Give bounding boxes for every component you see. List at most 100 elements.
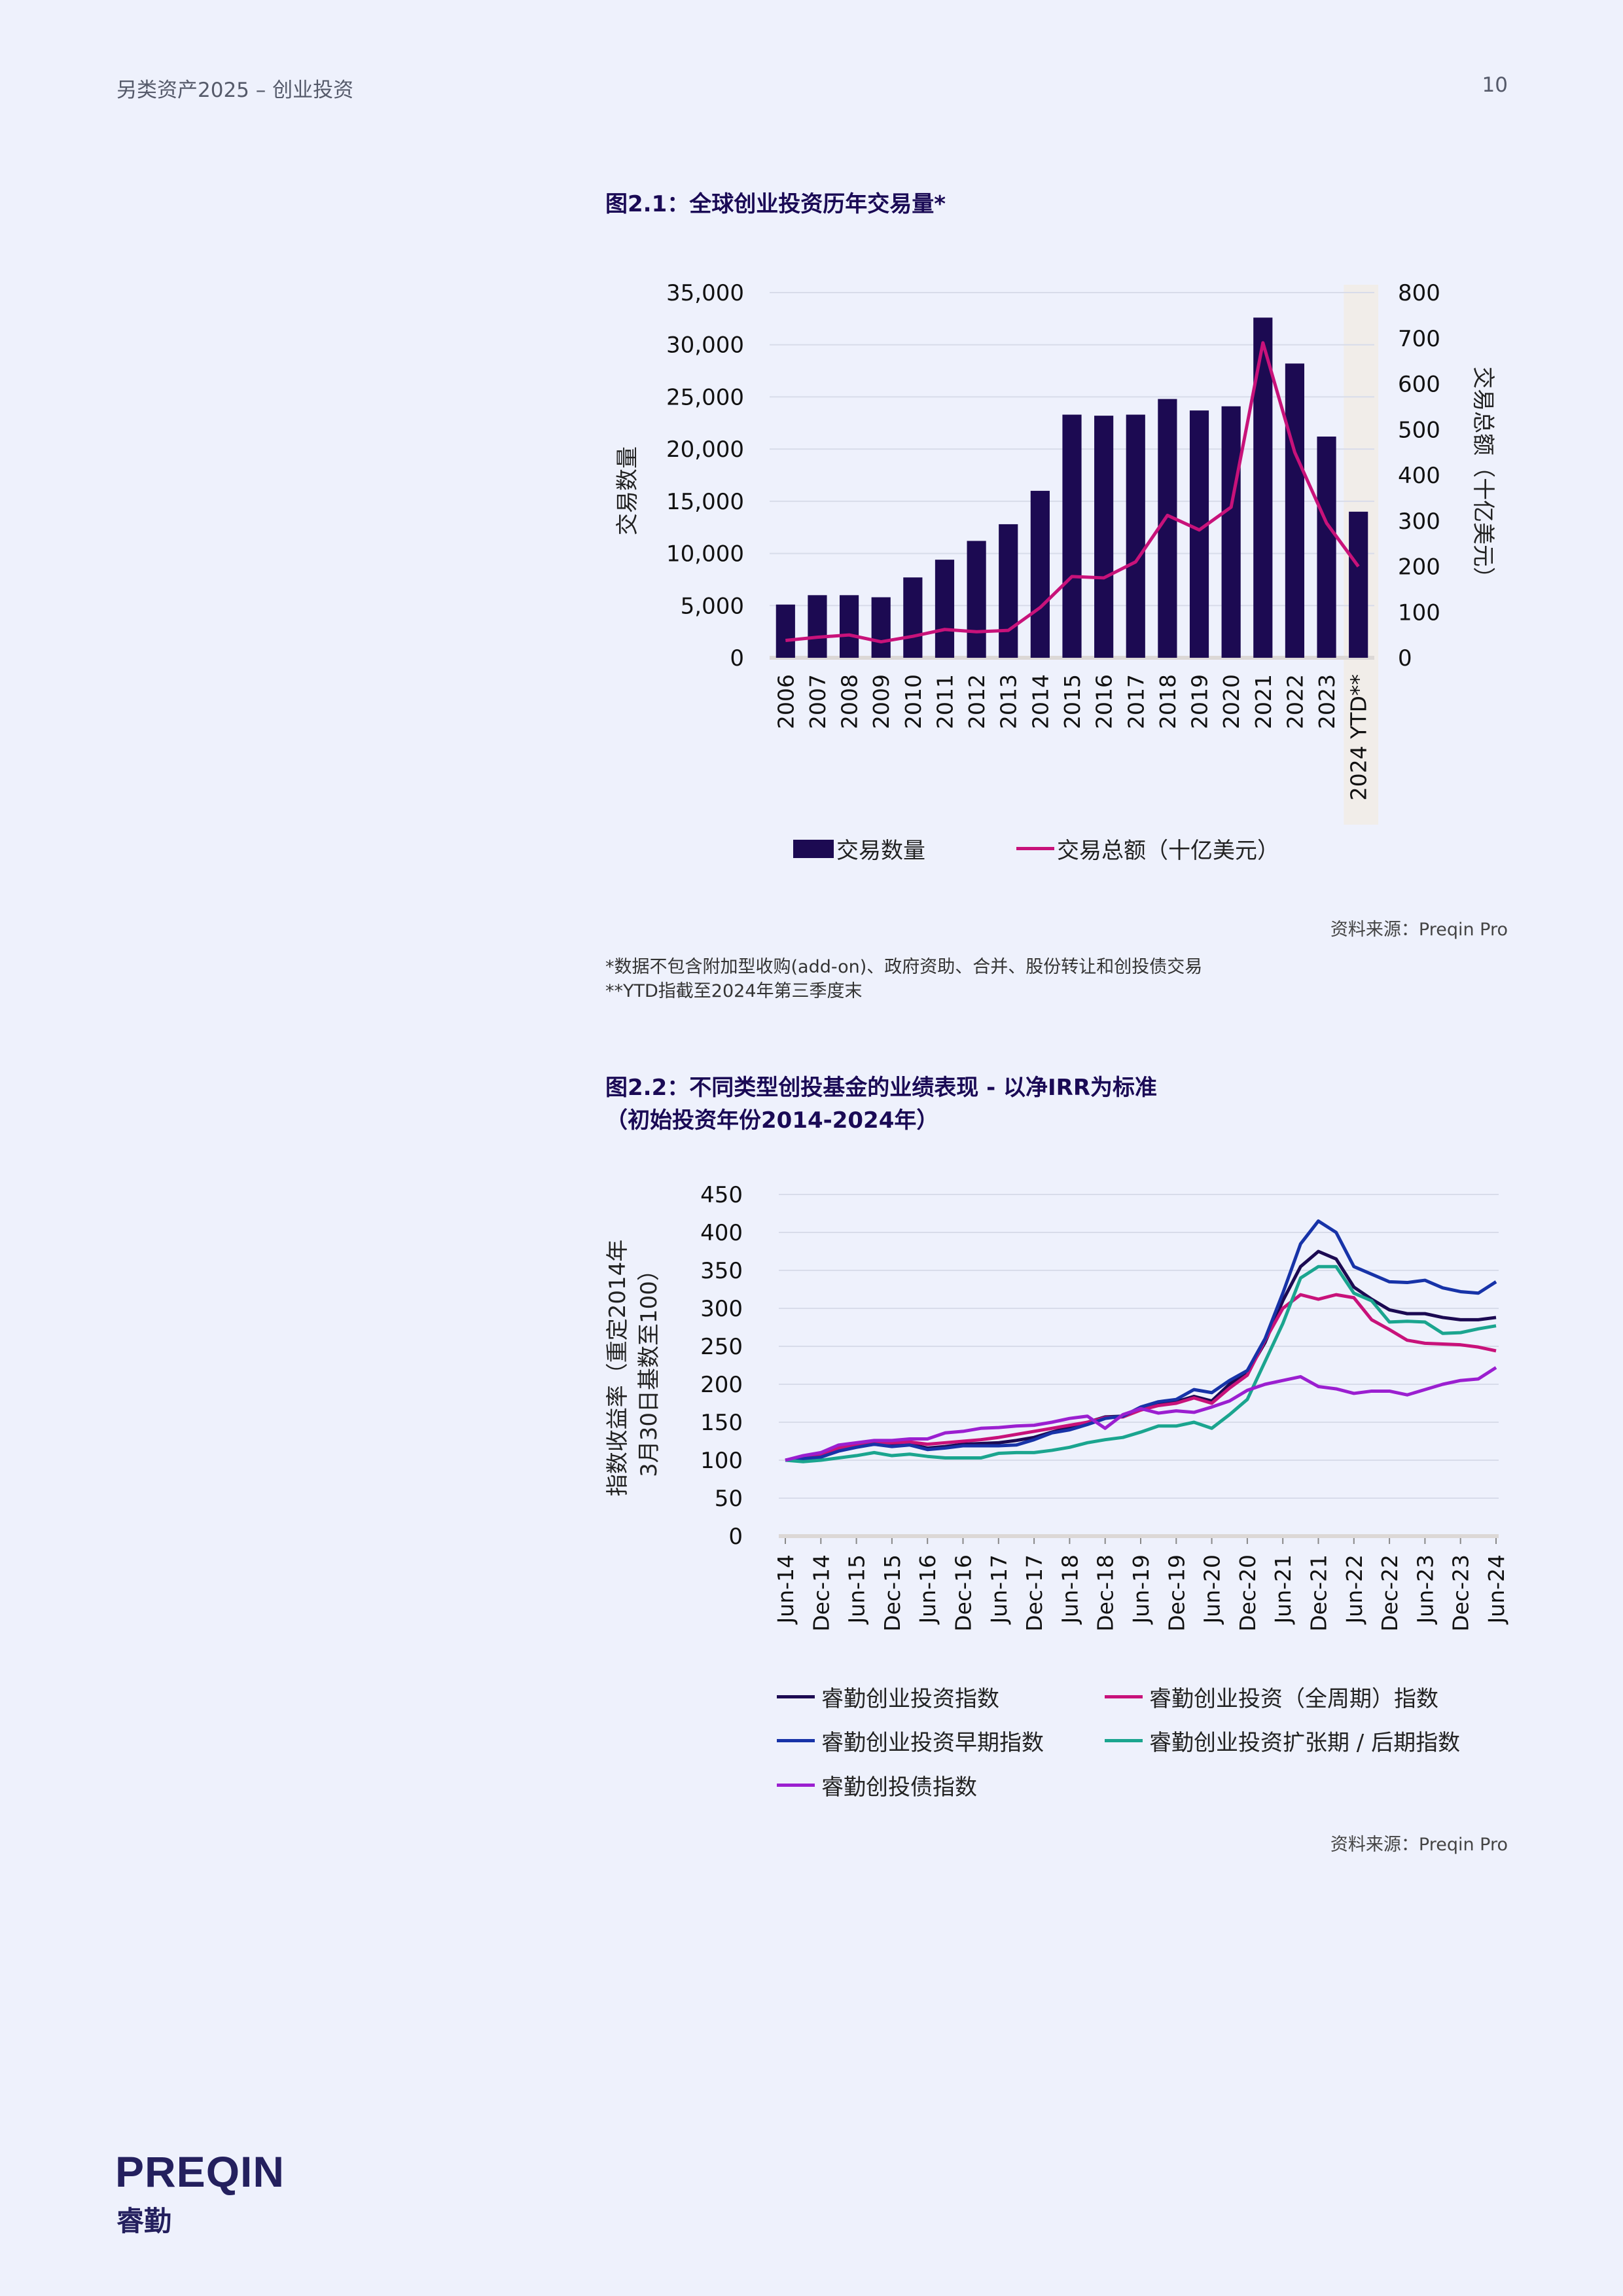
page-number: 10: [1482, 73, 1508, 97]
legend2-item: 睿勤创投债指数: [777, 1769, 977, 1801]
bar-2012: [967, 541, 986, 658]
x-tick-label: 2015: [1060, 674, 1085, 729]
legend2-item: 睿勤创业投资指数: [777, 1681, 999, 1713]
x-tick-label: 2022: [1282, 674, 1308, 729]
preqin-logo: PREQIN: [115, 2147, 285, 2196]
y-tick-label: 25,000: [666, 384, 744, 410]
bar-2019: [1189, 410, 1209, 658]
y-tick-label: 250: [700, 1334, 743, 1360]
bar-2006: [776, 604, 795, 658]
x-tick-label: 2017: [1123, 674, 1149, 729]
y-axis-title-line1: 指数收益率（重定2014年: [605, 1240, 631, 1497]
footnote-2: **YTD指截至2024年第三季度末: [605, 981, 863, 1001]
y-tick-label: 350: [700, 1258, 743, 1284]
x-tick-label: Dec-18: [1093, 1554, 1118, 1632]
x-tick-label: Jun-20: [1200, 1554, 1225, 1624]
x-tick-label: Jun-17: [986, 1554, 1012, 1624]
bar-2020: [1221, 406, 1241, 658]
x-tick-label: Jun-19: [1128, 1554, 1154, 1624]
bar-2023: [1317, 437, 1336, 658]
figure2-title: 图2.2：不同类型创投基金的业绩表现 - 以净IRR为标准: [605, 1075, 1158, 1101]
x-tick-label: 2014: [1027, 674, 1053, 729]
y-tick-label: 150: [700, 1410, 743, 1436]
legend-label: 交易总额（十亿美元）: [1057, 838, 1279, 864]
legend-label: 睿勤创投债指数: [821, 1774, 977, 1801]
bar-2010: [903, 577, 923, 658]
footnote-1: *数据不包含附加型收购(add-on)、政府资助、合并、股份转让和创投债交易: [605, 957, 1203, 977]
y-axis-title-line2: 3月30日基数至100）: [636, 1259, 662, 1477]
y2-tick-label: 400: [1398, 463, 1440, 489]
legend-label: 睿勤创业投资（全周期）指数: [1149, 1686, 1438, 1712]
figure1-title: 图2.1：全球创业投资历年交易量*: [605, 191, 946, 217]
legend2-item: 睿勤创业投资早期指数: [777, 1725, 1044, 1757]
legend-label: 睿勤创业投资指数: [821, 1686, 999, 1712]
y-tick-label: 20,000: [666, 437, 744, 463]
x-tick-label: 2024 YTD**: [1346, 674, 1372, 800]
x-tick-label: Dec-21: [1306, 1554, 1332, 1632]
x-tick-label: 2008: [837, 674, 863, 729]
legend1-item-deals: 交易数量: [793, 833, 925, 865]
x-tick-label: 2006: [773, 674, 798, 729]
legend-label: 睿勤创业投资早期指数: [821, 1730, 1044, 1756]
x-tick-label: 2020: [1219, 674, 1244, 729]
legend-swatch-line: [777, 1784, 815, 1787]
x-tick-label: Dec-17: [1022, 1554, 1047, 1632]
series-line-2: [785, 1219, 1497, 1462]
y2-tick-label: 500: [1398, 417, 1440, 443]
x-tick-label: 2007: [805, 674, 830, 729]
y-tick-label: 300: [700, 1296, 743, 1322]
x-tick-label: Jun-23: [1412, 1554, 1438, 1624]
y-tick-label: 0: [728, 1524, 743, 1550]
bar-2008: [839, 595, 859, 658]
legend1-item-value: 交易总额（十亿美元）: [1016, 833, 1279, 865]
y-tick-label: 100: [700, 1448, 743, 1474]
bar-2014: [1030, 490, 1050, 658]
legend-swatch-line: [1105, 1695, 1143, 1698]
y2-tick-label: 700: [1398, 326, 1440, 352]
x-tick-label: Jun-21: [1270, 1554, 1296, 1624]
bar-2022: [1285, 363, 1305, 658]
y-axis-title: 交易数量: [615, 446, 641, 535]
bar-2011: [935, 560, 955, 658]
x-tick-label: Jun-18: [1057, 1554, 1082, 1624]
x-tick-label: Dec-20: [1235, 1554, 1260, 1632]
x-tick-label: Dec-14: [808, 1554, 834, 1632]
preqin-logo-cn: 睿勤: [116, 2206, 172, 2236]
bar-2013: [999, 524, 1018, 658]
x-tick-label: 2018: [1155, 674, 1181, 729]
x-tick-label: 2016: [1092, 674, 1117, 729]
bar-2007: [808, 595, 827, 658]
y2-tick-label: 100: [1398, 600, 1440, 626]
y-tick-label: 30,000: [666, 332, 744, 359]
y2-axis-title: 交易总额（十亿美元）: [1470, 367, 1496, 589]
bar-2018: [1158, 399, 1177, 658]
bar-2016: [1094, 416, 1114, 658]
x-tick-label: 2013: [996, 674, 1022, 729]
x-tick-label: 2011: [932, 674, 957, 729]
series-line-4: [785, 1366, 1497, 1462]
x-tick-label: 2010: [901, 674, 926, 729]
bar-2009: [871, 597, 891, 658]
legend2-item: 睿勤创业投资扩张期 / 后期指数: [1105, 1725, 1460, 1757]
series-line-3: [785, 1265, 1497, 1463]
y2-tick-label: 300: [1398, 509, 1440, 535]
y-tick-label: 0: [730, 645, 744, 672]
running-header: 另类资产2025 – 创业投资: [116, 79, 354, 102]
x-tick-label: 2023: [1314, 674, 1340, 729]
bar-2024 YTD**: [1349, 511, 1368, 658]
y-tick-label: 35,000: [666, 280, 744, 306]
y2-tick-label: 200: [1398, 554, 1440, 581]
x-tick-label: 2021: [1251, 674, 1276, 729]
y-tick-label: 5,000: [681, 593, 744, 619]
y2-tick-label: 600: [1398, 372, 1440, 398]
x-tick-label: 2012: [964, 674, 990, 729]
y2-tick-label: 0: [1398, 645, 1412, 672]
legend-swatch-line: [777, 1695, 815, 1698]
y-tick-label: 15,000: [666, 489, 744, 515]
x-tick-label: 2019: [1187, 674, 1213, 729]
x-tick-label: 2009: [868, 674, 894, 729]
legend-swatch-line: [1105, 1739, 1143, 1742]
y2-tick-label: 800: [1398, 280, 1440, 306]
y-tick-label: 10,000: [666, 541, 744, 567]
